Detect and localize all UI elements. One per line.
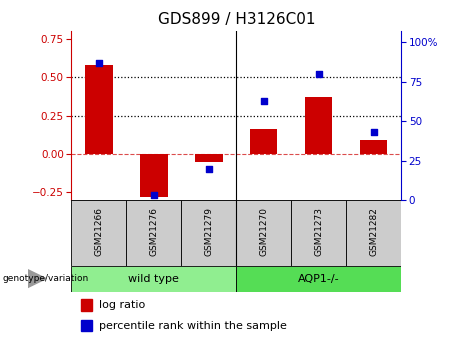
Bar (346, 200, 401, 266)
Bar (71, 266, 236, 292)
Bar (85, 65, 112, 154)
Text: GSM21270: GSM21270 (259, 207, 268, 256)
Text: AQP1-/-: AQP1-/- (298, 274, 339, 284)
Bar (236, 266, 401, 292)
Point (260, 98, 267, 103)
Bar (305, 97, 332, 154)
Point (95, 60, 103, 66)
Bar (291, 200, 346, 266)
Text: wild type: wild type (129, 274, 179, 284)
Text: log ratio: log ratio (99, 300, 145, 310)
Point (370, 129, 377, 135)
Bar (195, 154, 223, 162)
Text: percentile rank within the sample: percentile rank within the sample (99, 321, 287, 331)
Text: genotype/variation: genotype/variation (2, 274, 89, 283)
Bar (236, 200, 291, 266)
Bar (71, 200, 126, 266)
Text: GSM21282: GSM21282 (369, 207, 378, 256)
Text: GSM21273: GSM21273 (314, 207, 323, 256)
Point (205, 166, 213, 171)
Text: GSM21266: GSM21266 (95, 207, 103, 256)
Bar (250, 129, 278, 154)
Text: GSM21276: GSM21276 (149, 207, 159, 256)
Point (315, 71, 322, 77)
Bar (126, 200, 181, 266)
Bar (181, 200, 236, 266)
Polygon shape (28, 270, 46, 288)
Bar (360, 140, 387, 154)
Point (150, 193, 158, 198)
Text: GSM21279: GSM21279 (204, 207, 213, 256)
Bar (81, 320, 92, 332)
Bar (81, 299, 92, 311)
Title: GDS899 / H3126C01: GDS899 / H3126C01 (158, 12, 315, 27)
Bar (140, 154, 168, 197)
